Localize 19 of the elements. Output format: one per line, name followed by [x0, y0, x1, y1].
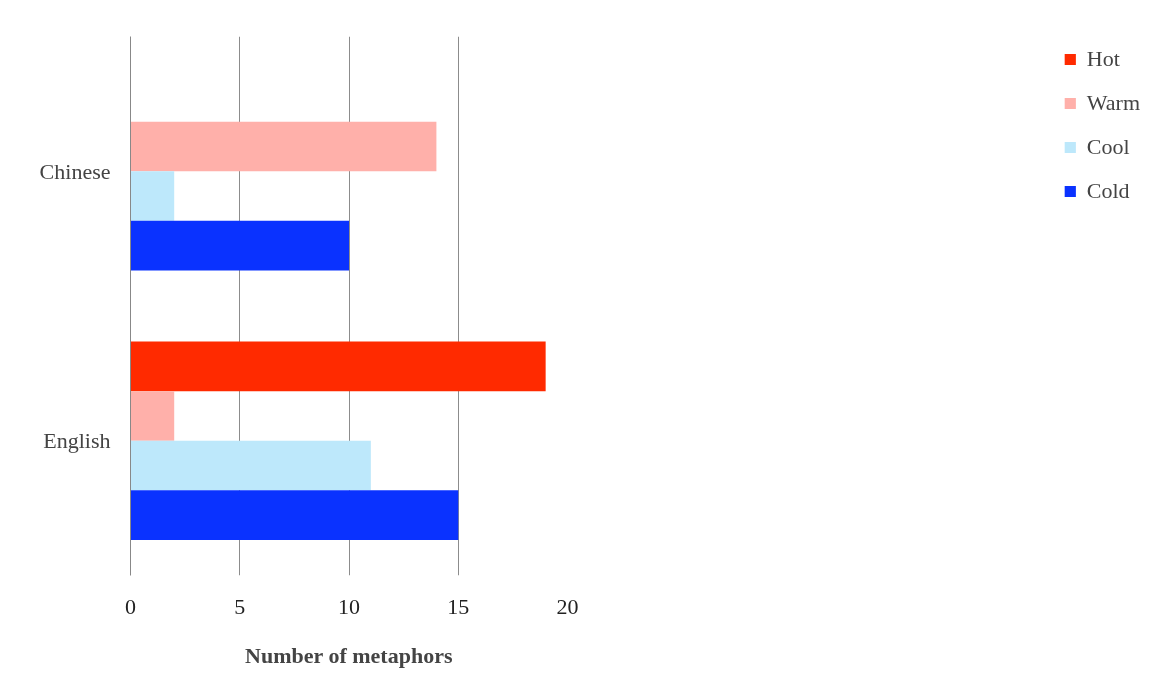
legend-label: Cold [1086, 178, 1130, 204]
x-tick-label: 15 [447, 593, 470, 619]
x-tick-label: 10 [338, 593, 360, 619]
x-tick-label: 20 [556, 593, 579, 619]
bar [130, 171, 175, 221]
bar [130, 121, 437, 172]
bar [130, 341, 546, 392]
y-tick-label: English [43, 428, 111, 454]
x-axis-title: Number of metaphors [245, 642, 453, 668]
x-tick-label: 0 [125, 593, 136, 619]
y-tick-label: Chinese [39, 158, 111, 184]
bar [130, 220, 349, 271]
bar [130, 391, 175, 441]
bar [130, 440, 371, 491]
legend-label: Hot [1086, 46, 1120, 72]
legend-label: Cool [1086, 134, 1130, 160]
bar [130, 490, 459, 540]
x-tick-label: 5 [234, 593, 246, 619]
legend-label: Warm [1086, 90, 1140, 116]
